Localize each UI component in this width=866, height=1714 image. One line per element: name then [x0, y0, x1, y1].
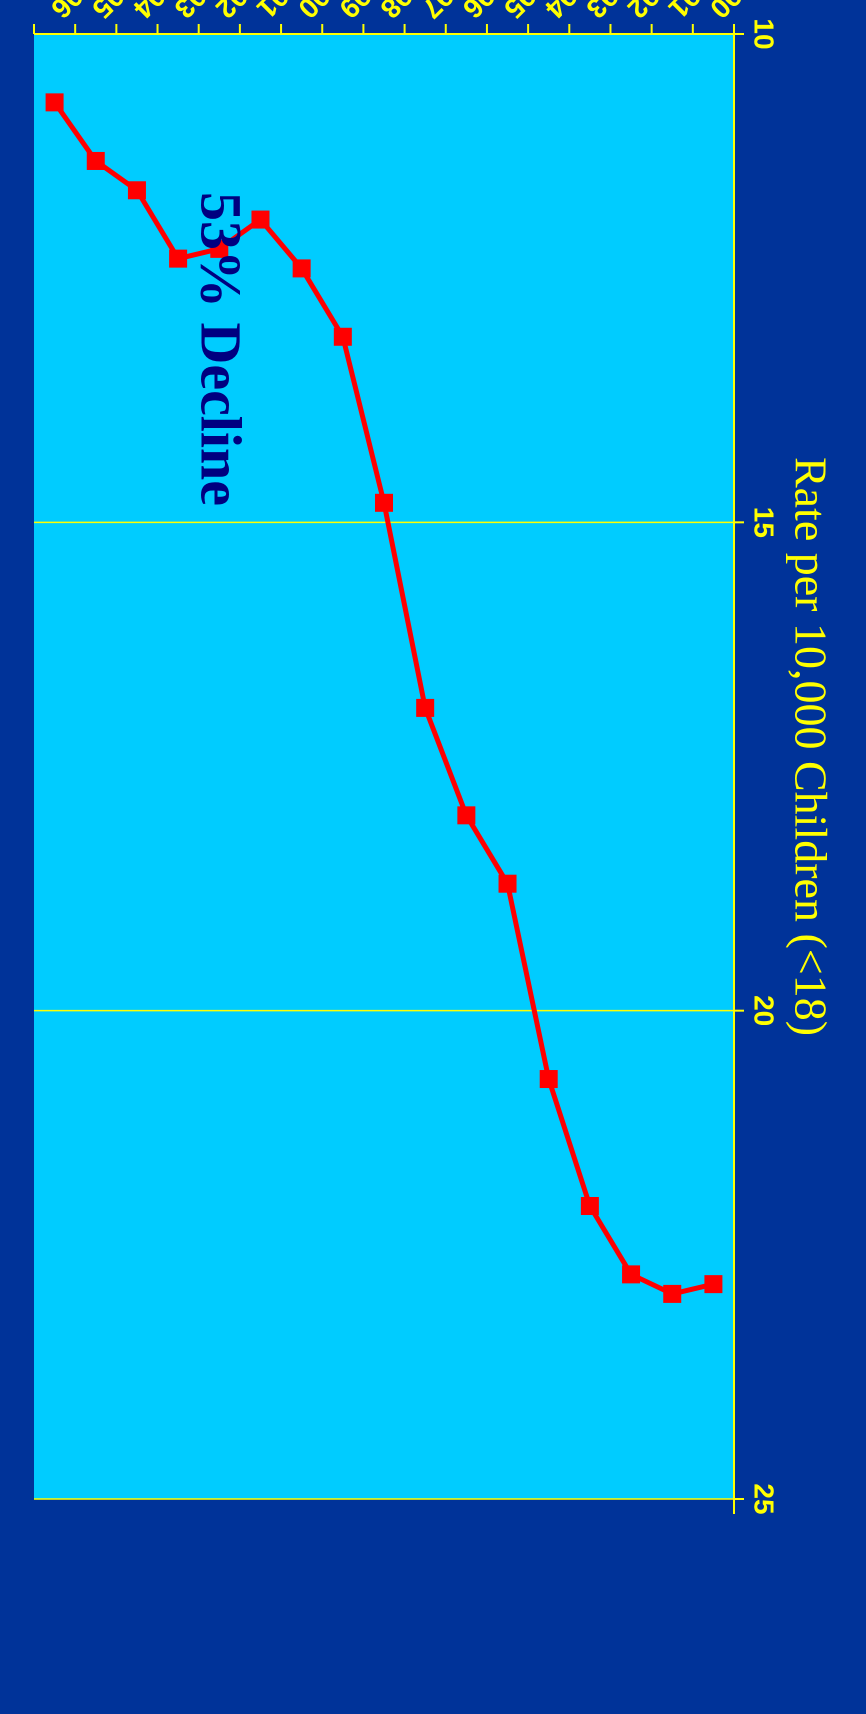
- data-point-2003: [169, 249, 188, 268]
- data-point-2004: [127, 181, 146, 200]
- axes: [33, 24, 744, 1514]
- data-point-1996: [457, 806, 476, 825]
- data-point-2000: [292, 259, 311, 278]
- data-point-2006: [45, 93, 64, 112]
- y-tick-labels: 10 15 20 25: [749, 18, 780, 1514]
- data-point-1999: [333, 327, 352, 346]
- annotation-decline: 53% Decline: [189, 192, 254, 506]
- data-point-2001: [251, 210, 270, 229]
- y-tick-label-20: 20: [749, 995, 780, 1026]
- y-tick-label-10: 10: [749, 18, 780, 49]
- data-point-1997: [416, 698, 435, 717]
- data-point-2005: [86, 151, 105, 170]
- data-point-1992: [622, 1265, 641, 1284]
- data-point-1995: [498, 874, 517, 893]
- y-tick-label-15: 15: [749, 507, 780, 538]
- data-point-1990: [704, 1275, 723, 1294]
- series-markers: [45, 93, 723, 1303]
- data-point-2002: [210, 239, 229, 258]
- data-point-1993: [580, 1197, 599, 1215]
- y-tick-label-25: 25: [749, 1483, 780, 1514]
- x-tick-labels: 1990199119921993199419951996199719981999…: [45, 0, 770, 25]
- chart-rotated-group: 1990199119921993199419951996199719981999…: [33, 0, 836, 1515]
- data-point-1991: [663, 1284, 682, 1303]
- y-axis-label: Rate per 10,000 Children (<18): [785, 457, 836, 1036]
- data-point-1998: [375, 493, 393, 512]
- gridlines: [34, 521, 734, 1500]
- data-point-1994: [539, 1070, 558, 1089]
